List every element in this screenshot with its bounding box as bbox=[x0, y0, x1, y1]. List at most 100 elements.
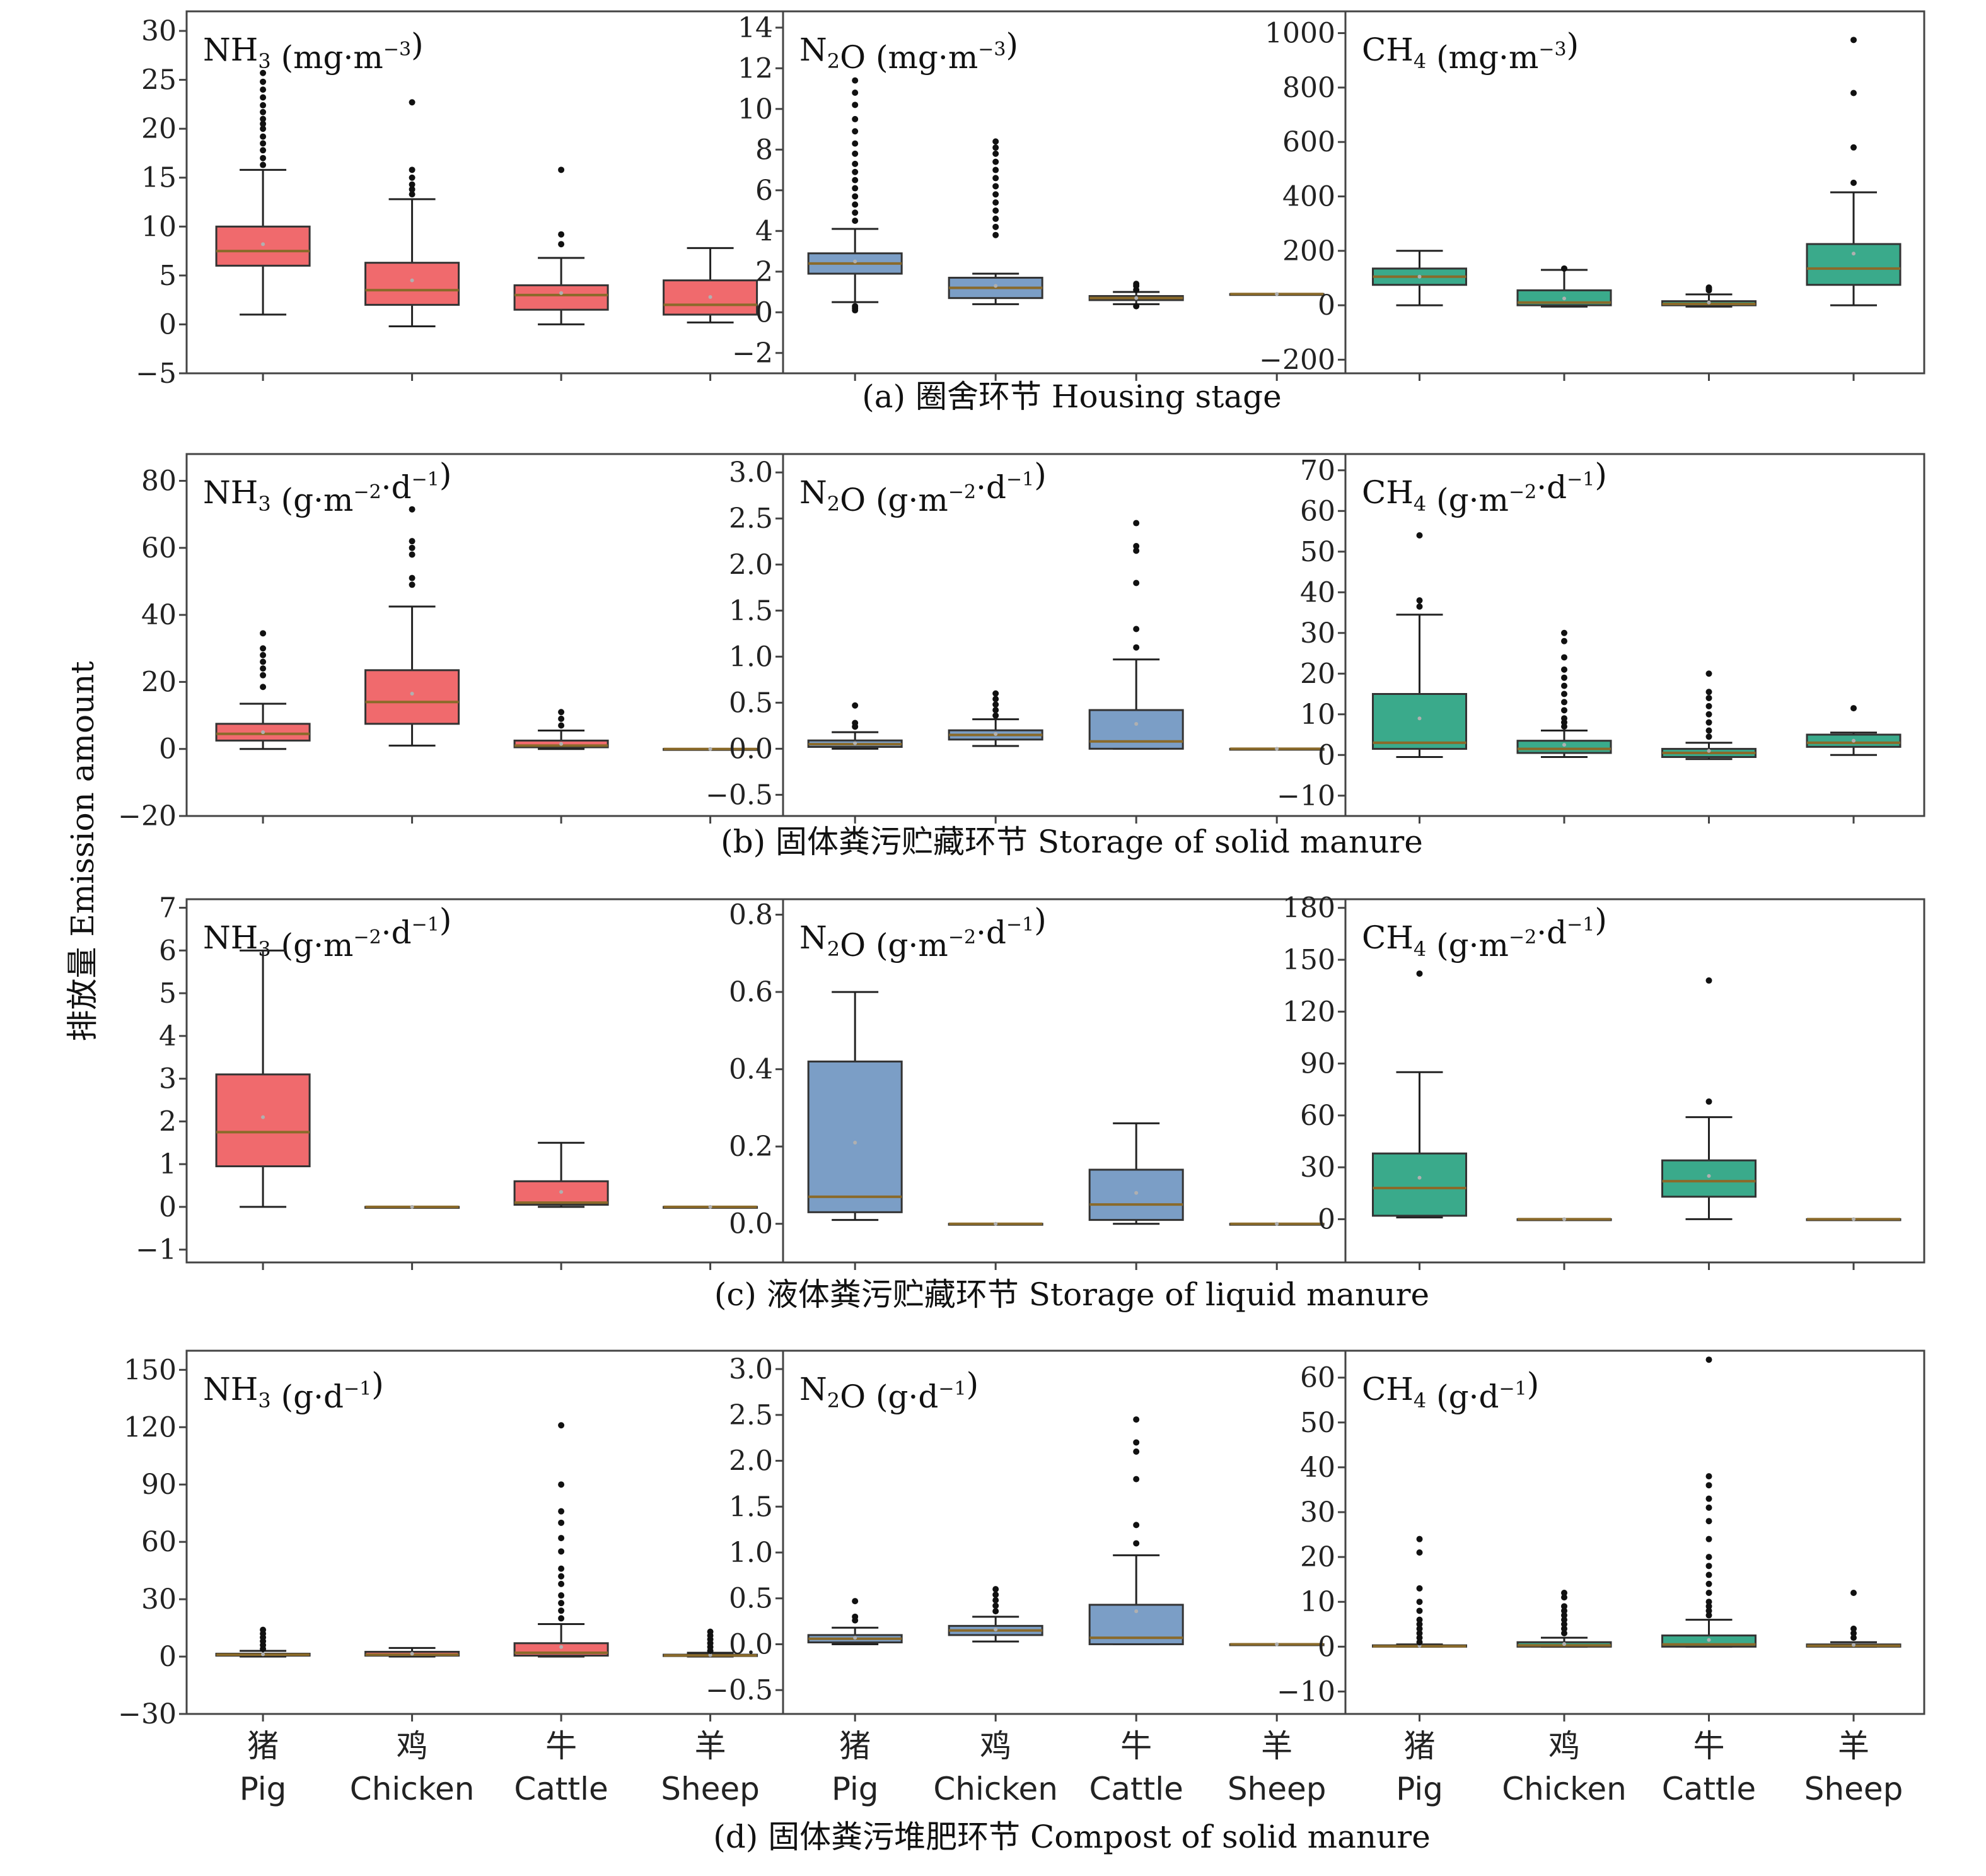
outlier-point bbox=[1850, 1590, 1857, 1596]
y-tick-label: 1000 bbox=[1265, 18, 1335, 50]
box-iqr bbox=[807, 1060, 903, 1213]
y-tick-label: 30 bbox=[141, 1583, 177, 1616]
y-tick-label: 60 bbox=[1300, 1362, 1335, 1394]
y-tick-label: 8 bbox=[755, 134, 773, 166]
y-tick-label: 2 bbox=[755, 256, 773, 288]
y-tick-label: 0 bbox=[1318, 1203, 1335, 1235]
mean-marker bbox=[261, 242, 265, 247]
mean-marker bbox=[410, 1652, 414, 1656]
y-tick-label: 5 bbox=[159, 260, 177, 292]
outlier-point bbox=[1705, 1571, 1712, 1578]
box-iqr bbox=[1806, 243, 1902, 286]
x-tick-label-cn: 牛 bbox=[1693, 1728, 1725, 1764]
outlier-point bbox=[1133, 520, 1140, 527]
box-chicken bbox=[364, 506, 460, 747]
y-tick-label: 5 bbox=[159, 977, 177, 1010]
mean-marker bbox=[1707, 1174, 1711, 1178]
box-sheep bbox=[663, 747, 758, 751]
box-cattle bbox=[513, 1141, 609, 1208]
box-cattle bbox=[1088, 1416, 1184, 1645]
panel-frame bbox=[1344, 453, 1925, 817]
y-tick-label: 4 bbox=[159, 1020, 177, 1052]
outlier-point bbox=[1416, 1630, 1423, 1636]
outlier-point bbox=[1561, 1607, 1568, 1614]
y-tick-label: −0.5 bbox=[706, 779, 773, 811]
mean-marker bbox=[1275, 747, 1279, 751]
box-iqr bbox=[364, 669, 460, 725]
y-tick-label: 120 bbox=[124, 1411, 177, 1443]
outlier-point bbox=[1705, 1612, 1712, 1619]
mean-marker bbox=[1134, 296, 1139, 300]
y-tick-label: −5 bbox=[136, 358, 177, 390]
mean-marker bbox=[1275, 292, 1279, 296]
y-tick-label: −30 bbox=[118, 1698, 177, 1730]
outlier-point bbox=[852, 1598, 859, 1605]
y-tick-label: 180 bbox=[1282, 892, 1335, 924]
outlier-point bbox=[1705, 1563, 1712, 1570]
outlier-point bbox=[1850, 1630, 1857, 1636]
box-iqr bbox=[364, 262, 460, 306]
panel-title: N2O (g·m−2·d−1) bbox=[799, 457, 1047, 518]
box-sheep bbox=[663, 247, 758, 323]
y-tick-label: 0.8 bbox=[729, 899, 773, 931]
panel-ch4: 0 30 60 90 120 150 180 CH4 (g·m−2·d−1) bbox=[1282, 892, 1925, 1270]
outlier-point bbox=[1416, 1639, 1423, 1646]
outlier-point bbox=[852, 89, 859, 96]
y-tick-label: 60 bbox=[141, 1526, 177, 1558]
outlier-point bbox=[1416, 1599, 1423, 1605]
x-tick-label-en: Sheep bbox=[661, 1771, 760, 1807]
outlier-point bbox=[992, 1608, 999, 1615]
outlier-point bbox=[558, 166, 565, 173]
x-tick-label-en: Pig bbox=[1396, 1771, 1443, 1807]
mean-marker bbox=[708, 294, 712, 299]
outlier-point bbox=[1705, 1518, 1712, 1525]
outlier-point bbox=[992, 144, 999, 151]
outlier-point bbox=[1416, 1585, 1423, 1592]
y-tick-label: 6 bbox=[159, 935, 177, 967]
outlier-point bbox=[260, 86, 267, 93]
mean-marker bbox=[994, 1221, 998, 1226]
outlier-point bbox=[558, 722, 565, 729]
row-caption: (d) 固体粪污堆肥环节 Compost of solid manure bbox=[713, 1819, 1431, 1855]
mean-marker bbox=[559, 742, 564, 746]
box-iqr bbox=[1516, 740, 1612, 754]
panel-title: NH3 (g·d−1) bbox=[203, 1366, 384, 1415]
outlier-point bbox=[1561, 1603, 1568, 1610]
outlier-point bbox=[1705, 284, 1712, 291]
y-tick-label: 0 bbox=[1318, 739, 1335, 771]
box-sheep bbox=[1229, 1221, 1325, 1226]
y-tick-label: 6 bbox=[755, 175, 773, 207]
chart-row-1: −5 0 5 10 15 20 25 30 NH3 (mg·m−3) −2 0 2 4 6 8 10 12 14 N… bbox=[136, 10, 1925, 415]
outlier-point bbox=[260, 78, 267, 85]
outlier-point bbox=[1850, 1625, 1857, 1632]
outlier-point bbox=[558, 1607, 565, 1614]
outlier-point bbox=[992, 696, 999, 702]
outlier-point bbox=[558, 231, 565, 238]
y-tick-label: −10 bbox=[1277, 780, 1335, 812]
outlier-point bbox=[1561, 629, 1568, 636]
box-pig bbox=[1372, 250, 1468, 306]
y-tick-label: 30 bbox=[1300, 1496, 1335, 1529]
outlier-point bbox=[409, 181, 415, 188]
x-tick-label-cn: 牛 bbox=[1120, 1728, 1152, 1764]
mean-marker bbox=[853, 741, 857, 745]
y-tick-label: 20 bbox=[141, 113, 177, 145]
panel-title: CH4 (g·m−2·d−1) bbox=[1362, 457, 1607, 518]
outlier-point bbox=[852, 1613, 859, 1620]
outlier-point bbox=[1133, 543, 1140, 550]
y-tick-label: 0 bbox=[1318, 1631, 1335, 1663]
outlier-point bbox=[260, 140, 267, 147]
mean-marker bbox=[1562, 1217, 1567, 1221]
mean-marker bbox=[261, 1115, 265, 1119]
box-chicken bbox=[1516, 1217, 1612, 1221]
box-chicken bbox=[1516, 1590, 1612, 1648]
panel-nh3: −20 0 20 40 60 80 NH3 (g·m−2·d−1) bbox=[118, 453, 784, 832]
outlier-point bbox=[707, 1628, 714, 1635]
outlier-point bbox=[852, 201, 859, 208]
outlier-point bbox=[1705, 727, 1712, 734]
mean-marker bbox=[708, 1204, 712, 1209]
outlier-point bbox=[558, 1600, 565, 1607]
y-tick-label: 1.5 bbox=[729, 595, 773, 627]
outlier-point bbox=[1705, 1554, 1712, 1561]
